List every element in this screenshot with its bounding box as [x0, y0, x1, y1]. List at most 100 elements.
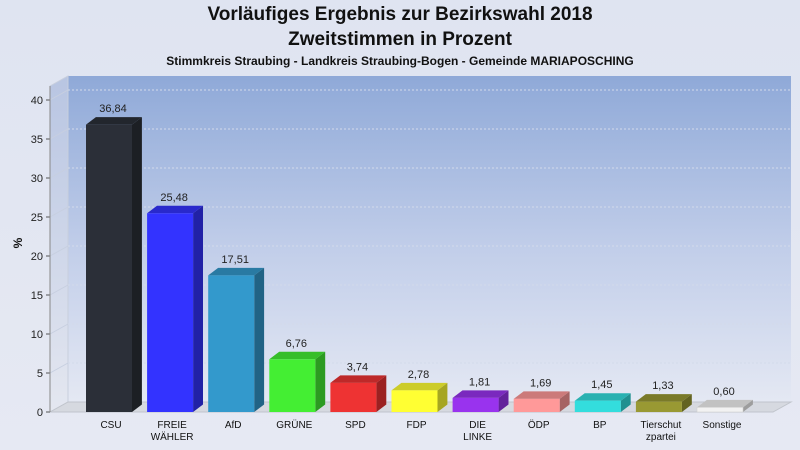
data-label: 1,81: [469, 376, 490, 388]
bar-side: [437, 382, 448, 412]
x-tick-label-line: GRÜNE: [276, 419, 312, 431]
bar-top: [86, 117, 142, 125]
x-tick-label-line: BP: [593, 420, 607, 431]
bar-side: [681, 394, 692, 412]
bar-top: [269, 351, 326, 360]
data-label: 6,76: [286, 338, 307, 350]
x-tick-label: Sonstige: [703, 420, 742, 431]
bar-front: [452, 397, 499, 412]
bar-top: [330, 375, 387, 383]
y-tick-label: 25: [31, 212, 43, 224]
bar-top: [391, 382, 448, 391]
x-tick-label: ÖDP: [528, 419, 550, 431]
gridline-side: [49, 323, 69, 335]
gridline-side: [49, 128, 69, 140]
data-label: 1,33: [652, 380, 673, 392]
bar: [269, 351, 326, 412]
bar-side: [315, 351, 326, 412]
bar: [513, 391, 570, 412]
x-tick-label-line: SPD: [345, 420, 366, 431]
x-tick-label-line: WÄHLER: [151, 431, 194, 443]
data-label: 17,51: [221, 254, 249, 266]
gridline-side: [49, 167, 69, 179]
x-tick-label: SPD: [345, 420, 366, 431]
bar-top: [635, 394, 692, 402]
bar: [86, 117, 142, 412]
bar: [696, 399, 753, 413]
bar-top: [513, 391, 570, 399]
x-tick-label: BP: [593, 420, 607, 431]
x-tick-label-line: FREIE: [157, 420, 187, 431]
gridline-side: [49, 362, 69, 374]
data-label: 3,74: [347, 361, 368, 373]
bar-front: [696, 407, 744, 413]
y-tick-label: 20: [31, 251, 43, 263]
x-tick-label-line: CSU: [100, 420, 121, 431]
x-tick-label-line: zpartei: [646, 432, 676, 443]
bar: [635, 394, 692, 412]
y-axis-label: %: [11, 237, 25, 248]
gridline-side: [49, 245, 69, 257]
bar-side: [620, 393, 631, 412]
bar: [330, 375, 387, 412]
x-tick-label: GRÜNE: [276, 419, 312, 431]
y-tick-label: 0: [37, 407, 43, 419]
bar-front: [147, 213, 194, 412]
x-tick-label: FDP: [407, 420, 427, 431]
y-tick-label: 35: [31, 134, 43, 146]
x-tick-label-line: ÖDP: [528, 419, 550, 431]
bar-side: [376, 375, 387, 412]
x-tick-label: FREIE WÄHLER: [151, 420, 194, 443]
bar-front: [86, 124, 132, 412]
bar-top: [452, 390, 509, 398]
bar-front: [208, 275, 255, 412]
x-tick-label: DIE LINKE: [463, 420, 492, 443]
bar-side: [498, 390, 509, 412]
bar-top: [208, 267, 265, 276]
x-tick-label-line: AfD: [225, 420, 242, 431]
bar: [574, 393, 631, 412]
data-label: 36,84: [99, 103, 127, 115]
bar-side: [193, 205, 203, 412]
bar-side: [743, 399, 753, 412]
y-tick-label: 40: [31, 95, 43, 107]
gridline-side: [49, 206, 69, 218]
bar-front: [391, 390, 438, 412]
bar: [452, 390, 509, 412]
bar: [391, 382, 448, 412]
chart-subtitle: Zweitstimmen in Prozent: [288, 29, 512, 50]
bar-side: [254, 267, 265, 412]
x-tick-label: Tierschut zpartei: [641, 420, 682, 443]
x-tick-label: CSU: [100, 420, 121, 431]
chart-region-subtitle: Stimmkreis Straubing - Landkreis Straubi…: [166, 54, 634, 68]
bar-top: [574, 393, 631, 401]
bar-side: [559, 391, 570, 412]
x-tick-label-line: FDP: [407, 420, 427, 431]
x-tick-label-line: Sonstige: [703, 420, 742, 431]
bar: [147, 205, 203, 412]
bar-front: [635, 401, 682, 412]
data-label: 25,48: [160, 192, 188, 204]
bar-top: [697, 399, 753, 408]
bar-front: [269, 359, 316, 412]
y-tick-label: 5: [37, 368, 43, 380]
bar-front: [330, 382, 377, 412]
bar-front: [574, 400, 621, 412]
x-tick-label-line: DIE: [469, 420, 486, 431]
x-tick-label-line: LINKE: [463, 432, 492, 443]
data-label: 1,69: [530, 377, 551, 389]
bar-front: [513, 398, 560, 412]
y-tick-label: 15: [31, 290, 43, 302]
bar-side: [132, 117, 142, 412]
y-tick-label: 30: [31, 173, 43, 185]
plot-side-wall: [49, 75, 69, 413]
x-tick-label-line: Tierschut: [641, 420, 682, 431]
bar: [208, 267, 265, 412]
x-tick-label: AfD: [225, 420, 242, 431]
gridline-side: [49, 284, 69, 296]
data-label: 0,60: [713, 386, 734, 398]
chart-title: Vorläufiges Ergebnis zur Bezirkswahl 201…: [207, 4, 593, 25]
data-label: 2,78: [408, 369, 429, 381]
data-label: 1,45: [591, 379, 612, 391]
